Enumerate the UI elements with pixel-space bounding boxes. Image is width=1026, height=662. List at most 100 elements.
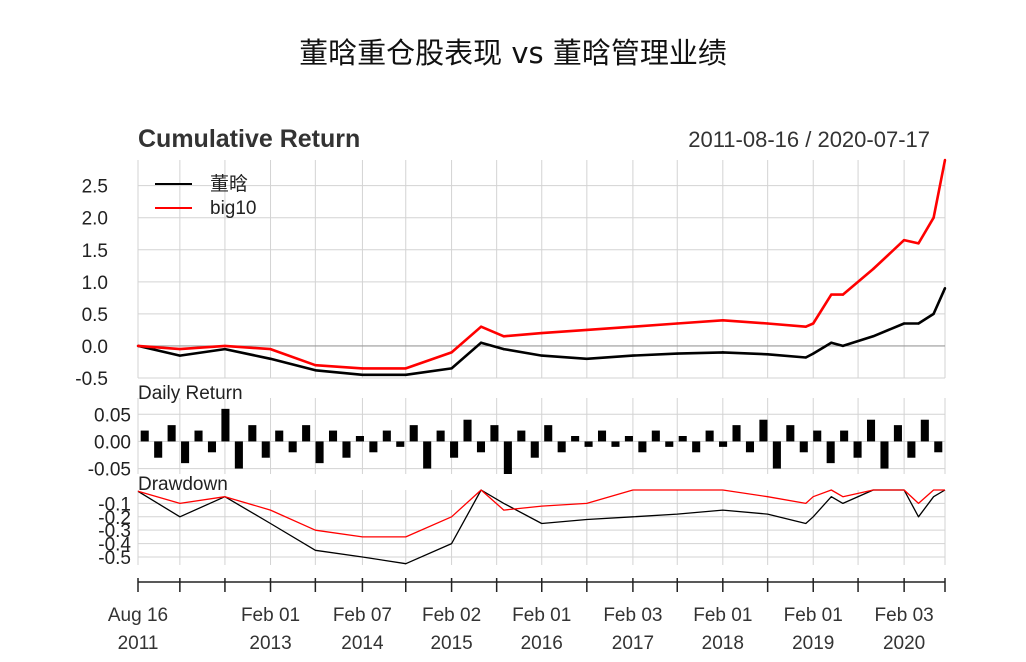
dd-ytick-4: -0.5 [98,548,131,569]
daily-return-bar-44 [732,425,741,442]
cum-point-董晗-13 [676,352,679,355]
daily-return-bar-24 [463,419,472,442]
x-label-6-line1: Feb 01 [693,605,752,626]
daily-return-bar-51 [826,441,835,464]
daily-return-bar-32 [571,436,580,442]
cum-point-big10-11 [585,328,589,332]
daily-return-bar-46 [759,419,768,442]
daily-return-bar-57 [907,441,916,458]
cum-point-董晗-9 [502,347,506,351]
cum-point-big10-9 [502,335,506,338]
daily-return-bar-30 [544,425,553,442]
cum-point-big10-4 [314,363,317,367]
x-label-4-line1: Feb 01 [512,605,571,626]
daily-return-bar-12 [302,425,311,442]
dr-ytick-2: -0.05 [88,460,131,481]
cum-point-董晗-20 [871,335,875,338]
cum-point-董晗-23 [932,312,935,316]
drawdown-title: Drawdown [138,474,228,495]
x-label-1-line2: 2013 [249,633,291,654]
cum-point-big10-21 [902,238,906,242]
cum-point-董晗-1 [178,354,182,357]
daily-return-bar-59 [934,441,943,453]
cum-ytick-4: 0.5 [82,305,108,326]
daily-return-bar-56 [893,425,902,442]
dd-ytick-2: -0.3 [98,521,131,542]
cum-point-big10-15 [766,322,769,325]
cum-point-董晗-17 [812,352,815,355]
cum-point-董晗-10 [540,354,543,357]
cum-point-董晗-12 [631,354,635,357]
daily-return-bar-8 [248,425,257,442]
daily-return-bar-50 [813,430,822,442]
daily-return-bar-36 [624,436,633,442]
daily-return-bar-42 [705,430,714,442]
dr-ytick-0: 0.05 [94,405,131,426]
cum-point-董晗-21 [902,322,906,325]
cum-point-big10-23 [932,216,935,219]
daily-return-bar-16 [355,436,364,442]
daily-return-bar-55 [880,441,889,469]
cum-ytick-3: 1.0 [82,273,108,294]
daily-return-bar-26 [490,425,499,442]
daily-return-bar-38 [651,430,660,442]
cum-point-big10-22 [917,242,920,245]
cum-point-big10-17 [812,322,815,325]
daily-return-bar-27 [503,441,512,474]
cum-point-big10-2 [223,344,227,348]
cum-point-big10-10 [540,331,543,335]
cum-point-big10-12 [631,325,635,328]
daily-return-bar-13 [315,441,324,464]
cum-point-董晗-7 [450,367,453,370]
daily-return-bar-2 [167,425,176,442]
x-label-5-line2: 2017 [612,633,654,654]
daily-return-bar-34 [597,430,607,442]
x-label-1-line1: Feb 01 [241,605,300,626]
dd-ytick-0: -0.1 [98,494,131,515]
daily-return-bar-19 [396,441,405,447]
cum-point-董晗-15 [766,353,769,356]
cum-point-董晗-3 [269,357,272,360]
cum-point-董晗-16 [804,356,807,359]
cumulative-return-title: Cumulative Return [138,125,360,153]
cum-point-big10-19 [841,293,845,296]
cum-ytick-6: -0.5 [75,369,108,390]
cum-ytick-1: 2.0 [82,209,108,230]
daily-return-bar-45 [745,441,755,453]
daily-return-bar-31 [557,441,566,453]
daily-return-bar-14 [328,430,338,442]
cum-point-big10-18 [830,293,833,296]
daily-return-bar-53 [853,441,862,458]
cum-point-big10-16 [804,325,807,328]
cum-point-big10-6 [404,367,407,370]
x-label-3-line2: 2015 [430,633,472,654]
x-label-7-line2: 2019 [792,633,834,654]
daily-return-bar-54 [866,419,876,442]
cum-point-董晗-11 [585,357,589,360]
cum-ytick-5: 0.0 [82,337,108,358]
dd-ytick-1: -0.2 [98,508,131,529]
cum-point-big10-7 [450,351,453,354]
x-label-8-line2: 2020 [883,633,925,654]
x-label-7-line1: Feb 01 [784,605,843,626]
cum-point-董晗-4 [314,369,317,372]
daily-return-bar-15 [342,441,351,458]
cum-point-董晗-22 [917,322,920,325]
x-label-2-line2: 2014 [341,633,384,654]
x-label-3-line1: Feb 02 [422,605,481,626]
cum-point-董晗-8 [479,341,483,344]
x-label-4-line2: 2016 [521,633,563,654]
cum-point-董晗-14 [721,351,725,354]
daily-return-bar-47 [772,441,781,469]
cum-point-big10-20 [871,267,875,271]
dr-ytick-1: 0.00 [94,432,131,453]
daily-return-bar-40 [678,436,687,442]
daily-return-bar-3 [181,441,190,464]
cum-point-big10-1 [178,347,182,351]
daily-return-bar-33 [584,441,593,447]
daily-return-bar-28 [517,430,526,442]
daily-return-bar-20 [409,425,418,442]
daily-return-bar-0 [140,430,149,442]
dd-series-big10 [137,489,945,538]
